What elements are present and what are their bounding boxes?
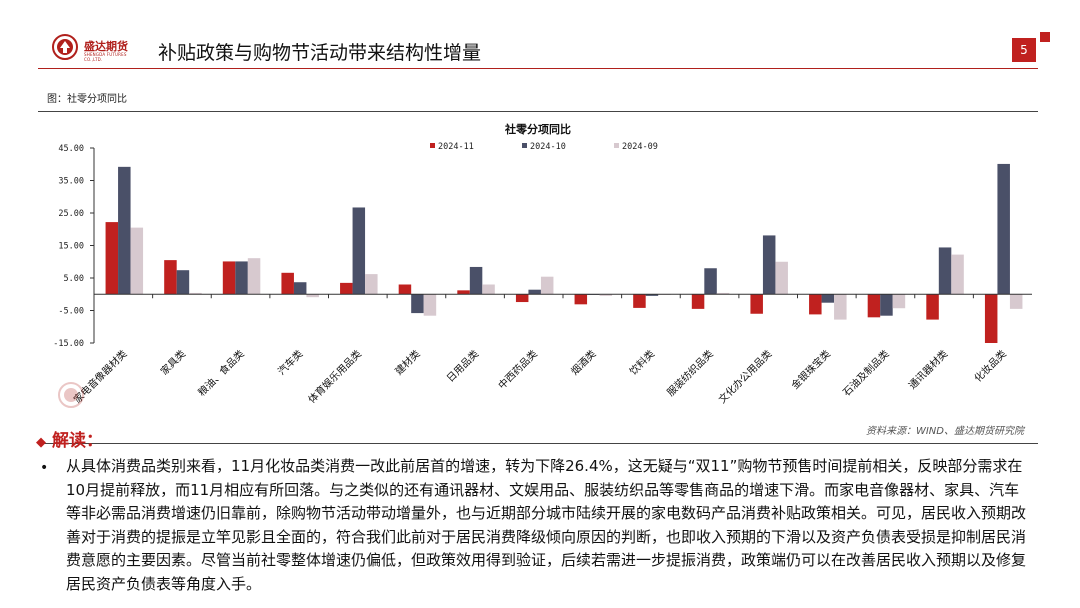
company-logo: 盛达期货 SHENGDA FUTURES CO.,LTD. <box>46 30 136 64</box>
interpretation-heading-text: 解读： <box>52 431 103 451</box>
bar-2024-10-文化办公用品类 <box>762 235 776 295</box>
bar-2024-09-家具类 <box>189 292 202 295</box>
diamond-icon: ◆ <box>36 435 46 450</box>
bar-2024-11-中西药品类 <box>515 294 529 303</box>
watermark-logo <box>56 380 166 410</box>
x-category-label: 化妆品类 <box>971 347 1008 384</box>
x-category-label: 中西药品类 <box>495 347 540 392</box>
bar-2024-10-金银珠宝类 <box>821 294 835 303</box>
y-tick-label: 45.00 <box>58 144 84 154</box>
bar-2024-11-日用品类 <box>457 290 470 295</box>
x-category-label: 烟酒类 <box>568 347 598 377</box>
bar-2024-11-体育娱乐用品类 <box>340 282 353 295</box>
figure-label: 图：社零分项同比 <box>47 94 127 105</box>
bar-2024-09-文化办公用品类 <box>775 261 788 295</box>
bar-2024-10-建材类 <box>411 294 424 314</box>
bar-2024-09-体育娱乐用品类 <box>365 274 378 295</box>
legend-swatch-2024-10 <box>522 143 527 148</box>
x-category-label: 服装纺织品类 <box>664 347 716 399</box>
bar-2024-09-日用品类 <box>482 284 495 295</box>
bar-2024-09-通讯器材类 <box>951 254 964 295</box>
bar-2024-10-日用品类 <box>469 266 483 295</box>
figure-bottom-divider <box>38 443 1038 444</box>
bar-2024-09-烟酒类 <box>599 294 613 296</box>
bar-2024-10-粮油、食品类 <box>235 261 248 295</box>
bar-2024-09-粮油、食品类 <box>247 258 261 295</box>
legend-label-2024-09: 2024-09 <box>622 142 658 152</box>
logo-text: 盛达期货 <box>84 40 128 53</box>
x-category-label: 日用品类 <box>444 347 481 384</box>
bar-2024-11-家电音像器材类 <box>105 222 119 295</box>
legend-label-2024-11: 2024-11 <box>438 142 474 152</box>
bar-2024-10-饮料类 <box>645 294 659 296</box>
bar-2024-10-石油及制品类 <box>880 294 893 316</box>
legend-swatch-2024-11 <box>430 143 435 148</box>
bar-2024-09-中西药品类 <box>540 276 554 295</box>
bar-2024-10-体育娱乐用品类 <box>352 207 366 295</box>
header-divider <box>38 68 1038 69</box>
bar-2024-09-金银珠宝类 <box>834 294 847 320</box>
bar-2024-09-服装纺织品类 <box>716 292 730 295</box>
bar-2024-11-家具类 <box>164 260 177 295</box>
x-category-label: 体育娱乐用品类 <box>305 347 364 406</box>
bar-2024-10-家电音像器材类 <box>118 166 131 295</box>
bar-2024-09-汽车类 <box>306 294 319 298</box>
bar-2024-10-家具类 <box>176 270 190 295</box>
page-number: 5 <box>1012 38 1036 62</box>
x-category-label: 通讯器材类 <box>906 347 951 392</box>
bullet-icon: • <box>40 460 49 476</box>
y-tick-label: 25.00 <box>58 209 84 219</box>
bar-2024-11-石油及制品类 <box>867 294 881 318</box>
logo-subtext: SHENGDA FUTURES CO.,LTD. <box>84 52 127 62</box>
y-tick-label: 5.00 <box>64 274 84 284</box>
x-category-label: 家具类 <box>158 347 188 377</box>
x-category-label: 饮料类 <box>627 347 657 377</box>
bar-2024-09-建材类 <box>423 294 437 316</box>
chart-title: 社零分项同比 <box>504 122 571 136</box>
bar-2024-11-粮油、食品类 <box>222 261 236 295</box>
x-category-label: 文化办公用品类 <box>716 347 775 406</box>
y-tick-label: -5.00 <box>58 307 84 317</box>
bar-2024-10-中西药品类 <box>528 289 541 295</box>
interpretation-text: 从具体消费品类别来看，11月化妆品类消费一改此前居首的增速，转为下降26.4%，… <box>66 457 1027 593</box>
page-title: 补贴政策与购物节活动带来结构性增量 <box>158 42 482 64</box>
interpretation-heading: ◆ 解读： <box>36 426 103 451</box>
bar-2024-11-汽车类 <box>281 272 294 295</box>
logo-emblem-icon <box>52 34 78 60</box>
bar-2024-11-金银珠宝类 <box>809 294 822 315</box>
bar-2024-10-化妆品类 <box>997 163 1010 295</box>
bar-2024-09-家电音像器材类 <box>130 227 144 295</box>
bar-2024-11-服装纺织品类 <box>691 294 705 309</box>
bar-2024-10-服装纺织品类 <box>704 268 717 295</box>
bar-2024-11-化妆品类 <box>984 294 998 343</box>
legend-swatch-2024-09 <box>614 143 619 148</box>
x-category-label: 汽车类 <box>275 347 305 377</box>
figure-top-divider <box>38 111 1038 112</box>
legend-label-2024-10: 2024-10 <box>530 142 566 152</box>
x-category-label: 石油及制品类 <box>840 347 892 399</box>
y-tick-label: -15.00 <box>53 339 84 349</box>
bar-2024-11-饮料类 <box>633 294 646 308</box>
bar-2024-11-建材类 <box>398 284 412 295</box>
x-category-label: 建材类 <box>392 347 422 377</box>
bar-chart: 社零分项同比 2024-11 2024-10 2024-09 45.00 35.00 25.… <box>53 122 1032 406</box>
watermark-emblem-icon <box>58 382 84 408</box>
bar-2024-11-文化办公用品类 <box>750 294 763 314</box>
bar-2024-10-汽车类 <box>293 282 307 295</box>
bar-2024-11-通讯器材类 <box>926 294 939 320</box>
y-tick-label: 15.00 <box>58 242 84 252</box>
bar-2024-09-化妆品类 <box>1009 294 1023 309</box>
x-category-label: 金银珠宝类 <box>788 347 833 392</box>
bar-2024-09-石油及制品类 <box>892 294 906 309</box>
data-source: 资料来源：WIND、盛达期货研究院 <box>865 426 1024 437</box>
y-tick-label: 35.00 <box>58 177 84 187</box>
bar-2024-10-通讯器材类 <box>938 247 952 295</box>
bar-2024-11-烟酒类 <box>574 294 588 305</box>
x-category-label: 粮油、食品类 <box>195 347 247 399</box>
corner-decoration <box>1040 32 1050 42</box>
